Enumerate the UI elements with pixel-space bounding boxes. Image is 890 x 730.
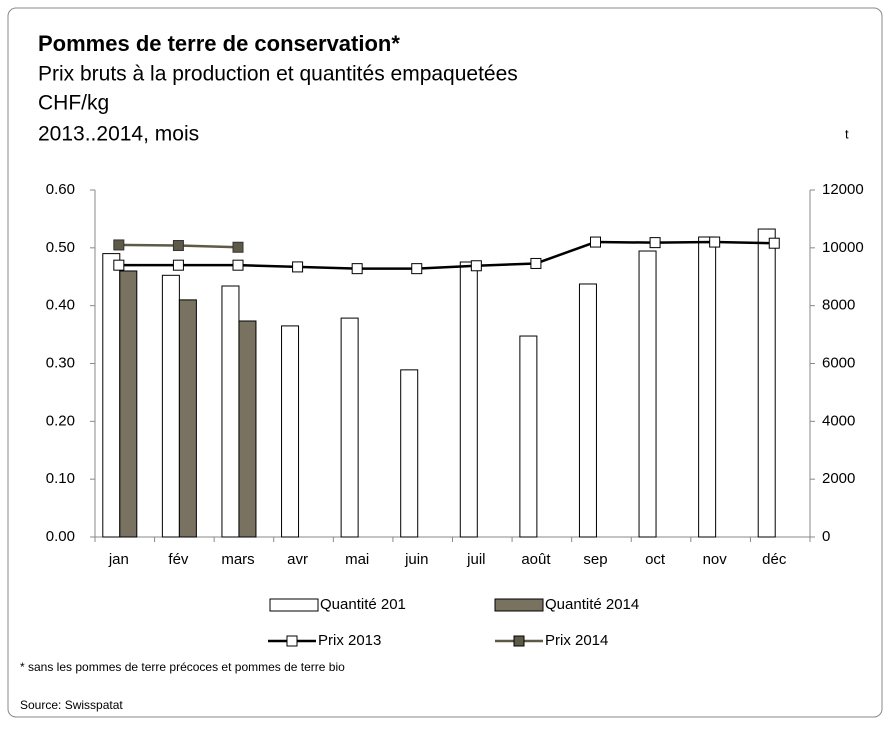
marker — [172, 259, 184, 271]
bar — [119, 270, 138, 538]
y-tick-label: 0.50 — [46, 239, 75, 256]
x-tick-label: août — [521, 551, 551, 568]
bar — [281, 325, 300, 538]
y-tick-label: 0.40 — [46, 297, 75, 314]
marker — [351, 263, 363, 275]
legend-label: Prix 2014 — [545, 632, 608, 649]
y-tick-label: 0.30 — [46, 354, 75, 371]
bar — [340, 317, 359, 538]
marker — [709, 236, 721, 248]
x-tick-label: nov — [703, 551, 728, 568]
x-tick-label: avr — [287, 551, 308, 568]
y-tick-label: 0.00 — [46, 528, 75, 545]
marker — [530, 257, 542, 269]
bar — [698, 236, 717, 538]
bar — [519, 335, 538, 538]
subtitle: 2013..2014, mois — [38, 123, 199, 146]
footnote: * sans les pommes de terre précoces et p… — [20, 660, 345, 674]
marker — [768, 237, 780, 249]
x-tick-label: mai — [345, 551, 369, 568]
subtitle: Prix bruts à la production et quantités … — [38, 63, 518, 86]
bar — [757, 228, 776, 538]
marker — [470, 260, 482, 272]
bar — [238, 320, 257, 538]
bar — [400, 369, 419, 538]
y2-tick-label: 0 — [822, 528, 830, 545]
chart-title: Pommes de terre de conservation* — [38, 31, 400, 56]
legend-label: Quantité 201 — [320, 596, 406, 613]
x-tick-label: jan — [108, 551, 129, 568]
bar — [459, 261, 478, 538]
marker — [649, 237, 661, 249]
marker — [411, 263, 423, 275]
x-tick-label: oct — [645, 551, 666, 568]
bar — [178, 299, 197, 538]
legend-marker — [286, 635, 298, 647]
marker — [113, 259, 125, 271]
y-tick-label: 0.20 — [46, 412, 75, 429]
subtitle: CHF/kg — [38, 92, 109, 115]
line — [118, 240, 775, 270]
y2-tick-label: 8000 — [822, 297, 855, 314]
x-tick-label: fév — [168, 551, 189, 568]
bar — [102, 253, 121, 538]
x-tick-label: juil — [466, 551, 485, 568]
bar — [161, 274, 180, 538]
y2-tick-label: 2000 — [822, 470, 855, 487]
x-tick-label: mars — [221, 551, 254, 568]
legend-swatch — [269, 598, 319, 612]
marker — [113, 239, 125, 251]
legend-swatch — [494, 598, 544, 612]
marker — [232, 259, 244, 271]
frame — [7, 7, 883, 718]
y2-tick-label: 10000 — [822, 239, 864, 256]
legend-label: Prix 2013 — [318, 632, 381, 649]
y2-tick-label: 6000 — [822, 354, 855, 371]
legend-marker — [513, 635, 525, 647]
bar — [578, 283, 597, 538]
y2-tick-label: 4000 — [822, 412, 855, 429]
marker — [172, 240, 184, 252]
bar — [638, 250, 657, 538]
marker — [292, 261, 304, 273]
marker — [232, 241, 244, 253]
source: Source: Swisspatat — [20, 698, 123, 712]
x-tick-label: sep — [583, 551, 607, 568]
x-tick-label: déc — [762, 551, 787, 568]
marker — [590, 236, 601, 248]
y-tick-label: 0.60 — [46, 181, 75, 198]
x-tick-label: juin — [404, 551, 428, 568]
legend-label: Quantité 2014 — [545, 596, 639, 613]
bar — [221, 285, 240, 538]
y2-axis-label: t — [845, 126, 849, 141]
y2-tick-label: 12000 — [822, 181, 864, 198]
y-tick-label: 0.10 — [46, 470, 75, 487]
